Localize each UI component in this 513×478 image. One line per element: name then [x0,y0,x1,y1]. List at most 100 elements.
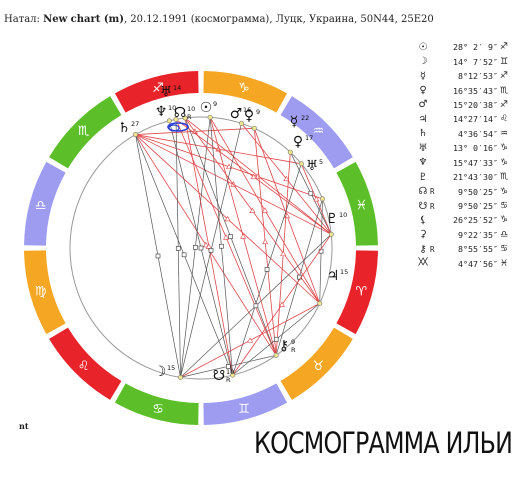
planet-glyph-icon: ☋ [418,200,428,212]
sign-segment-scorpio [49,96,122,169]
planet-mars-degree: 16 [243,106,251,114]
planet-sun-degree: 9 [213,100,217,108]
aspect-marker [226,364,231,369]
planet-point-ceres [328,231,334,237]
position-row-pluto: ♇ 21°43′30″ ♏ [416,170,510,184]
aspect-lines [135,117,332,378]
planet-glyph-icon: ♅ [418,142,428,154]
position-value: 8°12′53″ [458,71,498,82]
planet-mercury-degree: 22 [301,114,309,122]
caption-title: КОСМОГРАММА ИЛЬИ [254,426,513,460]
planet-glyph-icon: ⚸ [419,214,427,226]
planet-venus-icon: ♀ [244,108,254,124]
planet-point-jupiter [317,300,323,306]
planet-south-node-retro: R [226,376,231,384]
planet-glyph-icon: ☊ [418,186,428,198]
planet-south-node-degree: 10 [226,368,234,376]
planet-moon-icon: ☽ [154,364,167,380]
planet-uranus-degree: 14 [173,84,181,92]
sign-glyph-icon: ♏ [499,85,509,96]
sign-glyph-icon: ♐ [499,42,509,53]
position-row-venus: ♀ 16°35′43″ ♏ [416,83,510,97]
sign-segment-virgo [24,250,66,335]
planet-point-north-node [166,118,172,124]
inner-circle [69,116,333,380]
aspect-marker [278,301,285,308]
position-row-mercury: ☿ 8°12′53″ ♐ [416,69,510,83]
position-row-mars: ♂ 15°20′38″ ♐ [416,98,510,112]
planet-glyph-icon: ♆ [418,157,428,169]
planet-venus-degree: 9 [256,108,260,116]
planet-glyph-icon: ☉ [418,41,428,53]
aspect-marker [225,163,232,170]
aspect-loop [167,122,189,132]
sign-glyph-icon: ♎ [499,229,509,240]
planet-point-mars [238,120,244,126]
position-row-moon: ☽ 14° 7′52″ ♊ [416,54,510,68]
planet-point-mercury [287,149,293,155]
planet-positions-table: ☉ 28° 2′ 9″ ♐ ☽ 14° 7′52″ ♊ ☿ 8°12′53″ ♐ ♀ 16°35′4… [416,40,510,271]
sign-glyph-leo-icon: ♌ [78,359,90,374]
sign-glyph-icon: ♑ [499,157,509,168]
sign-glyph-aquarius-icon: ♒ [313,124,325,139]
sign-glyph-cancer-icon: ♋ [152,402,164,417]
position-row-chiron: ⚷ R 8°55′55″ ♋ [416,242,510,256]
planet-point-sun [207,114,213,120]
planet-glyph-icon: ♀ [419,85,427,97]
planet-north-node-icon: ☊ [174,105,186,121]
position-row-south-node: ☋ R 9°50′25″ ♋ [416,199,510,213]
aspect-marker [273,336,279,342]
retrograde-flag: R [430,201,435,211]
sign-segment-taurus [280,327,353,400]
sign-segment-libra [24,161,66,246]
position-row-sun: ☉ 28° 2′ 9″ ♐ [416,40,510,54]
aspect-marker [280,250,287,257]
position-value: 15°20′38″ [453,99,498,110]
planet-north-node-retro: R [187,113,192,121]
planet-point-venus [251,125,257,131]
aspect-marker [250,173,257,180]
position-value: 14° 7′52″ [453,56,498,67]
aspect-marker [208,248,214,253]
position-row-uranus: ♅ 13° 0′16″ ♑ [416,141,510,155]
position-row-saturn: ♄ 4°36′54″ ♒ [416,127,510,141]
position-row-ceres: ⚳ 9°22′35″ ♎ [416,228,510,242]
planet-sun-icon: ☉ [200,100,213,116]
aspect-marker [283,175,290,182]
sign-segment-leo [49,327,122,400]
aspect-marker [255,173,262,179]
planet-proserpina-icon: ♅ [306,158,319,174]
sign-segment-capricorn [203,71,288,113]
position-value: 9°50′25″ [458,201,498,212]
position-value: 8°55′55″ [458,244,498,255]
planet-point-neptune [173,116,179,122]
position-value: 9°50′25″ [458,186,498,197]
sign-glyph-icon: ♑ [499,215,509,226]
planet-glyph-icon: ⯵ [417,257,429,269]
aspect-marker [228,234,233,239]
sign-glyph-taurus-icon: ♉ [313,359,325,374]
planet-glyph-icon: ♂ [418,99,428,111]
planet-proserpina-degree: 5 [319,158,323,166]
aspect-marker [181,252,187,258]
planet-saturn-icon: ♄ [118,120,131,136]
planet-point-uranus [182,115,188,121]
position-value: 16°35′43″ [453,85,498,96]
position-value: 14°27′14″ [453,114,498,125]
zodiac-ring: ♑ ♐ ♏ ♎ ♍ ♌ ♋ ♊ ♉ ♈ ♓ ♒ [24,71,378,425]
header-prefix: Натал: [4,14,44,25]
planet-south-node-icon: ☋ [213,368,225,384]
planet-neptune-icon: ♆ [155,104,168,120]
aspect-marker [308,190,314,196]
aspect-marker [240,233,247,239]
aspect-marker [249,207,256,213]
position-row-proserpina: ⯵ 4°47′56″ ♓ [416,257,510,271]
planet-chiron-icon: ⚷ [279,338,289,354]
aspect-marker [253,303,259,309]
sign-glyph-icon: ♊ [499,56,509,67]
planet-glyph-icon: ♄ [418,128,428,140]
planet-glyph-icon: ☽ [418,56,428,68]
sign-segment-aries [336,250,378,335]
planet-point-chiron [273,352,279,358]
